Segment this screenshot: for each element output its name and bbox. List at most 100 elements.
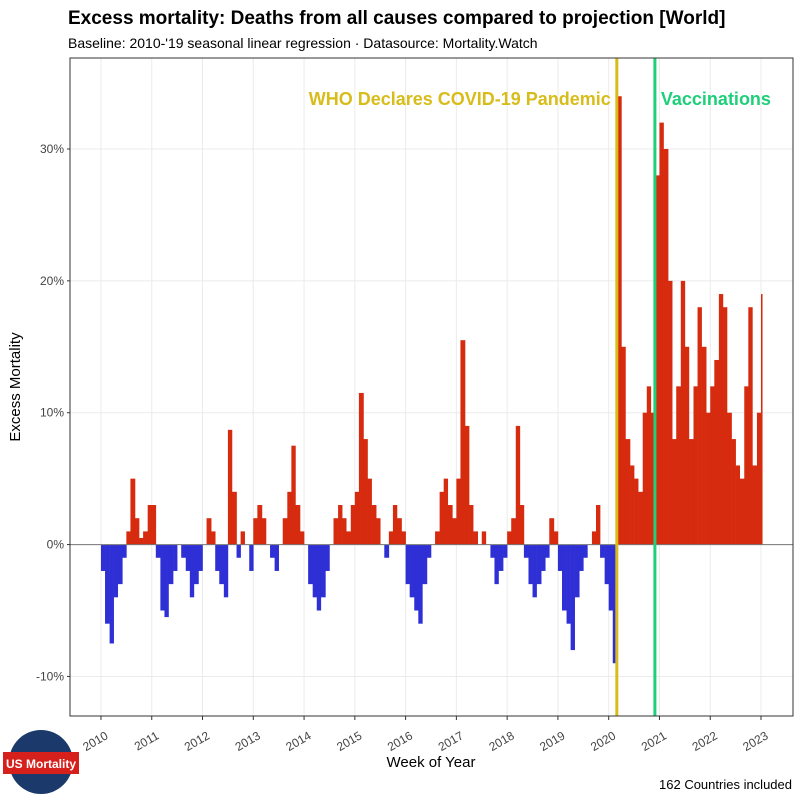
area-segment <box>638 491 644 545</box>
area-segment <box>367 478 372 545</box>
area-segment <box>761 294 763 545</box>
area-segment <box>688 439 694 545</box>
area-segment <box>731 439 736 545</box>
area-segment <box>655 175 660 545</box>
area-segment <box>185 544 191 571</box>
area-segment <box>189 544 195 598</box>
area-segment <box>231 491 237 545</box>
area-segment <box>659 122 664 545</box>
x-tick-label: 2017 <box>436 728 466 754</box>
area-segment <box>718 294 724 545</box>
area-segment <box>523 544 529 558</box>
area-segment <box>710 386 715 545</box>
area-segment <box>722 307 728 545</box>
area-segment <box>663 148 669 545</box>
area-segment <box>350 505 356 545</box>
area-segment <box>735 465 740 545</box>
area-segment <box>697 307 702 545</box>
area-segment <box>211 531 216 545</box>
area-segment <box>561 544 567 611</box>
area-segment <box>274 544 279 571</box>
area-segment <box>354 491 360 545</box>
area-segment <box>579 544 584 571</box>
area-segment <box>384 544 390 558</box>
x-tick-label: 2015 <box>334 728 364 754</box>
area-segment <box>549 518 555 545</box>
area-segment <box>452 518 457 545</box>
annotation-label: Vaccinations <box>661 89 771 109</box>
area-segment <box>668 280 673 545</box>
area-segment <box>726 412 732 545</box>
area-segment <box>151 505 157 545</box>
area-segment <box>342 518 347 545</box>
area-segment <box>443 478 449 545</box>
area-segment <box>282 518 288 545</box>
area-segment <box>422 544 428 585</box>
y-tick-label: 30% <box>40 142 64 156</box>
area-segment <box>325 544 330 571</box>
area-segment <box>701 346 707 545</box>
area-segment <box>490 544 495 558</box>
area-segment <box>426 544 432 558</box>
area-segment <box>676 386 682 545</box>
area-segment <box>338 505 343 545</box>
area-segment <box>511 518 517 545</box>
x-tick-label: 2023 <box>740 728 770 754</box>
y-tick-label: 0% <box>47 538 65 552</box>
area-segment <box>541 544 546 571</box>
footnote: 162 Countries included <box>659 777 792 792</box>
area-segment <box>684 346 690 545</box>
area-segment <box>291 445 296 545</box>
chart-subtitle: Baseline: 2010-'19 seasonal linear regre… <box>68 35 538 51</box>
area-segment <box>494 544 499 585</box>
x-tick-label: 2013 <box>233 728 263 754</box>
area-segment <box>105 544 110 624</box>
area-segment <box>388 531 394 545</box>
area-segment <box>401 531 406 545</box>
area-segment <box>604 544 609 585</box>
area-segment <box>122 544 127 558</box>
area-segment <box>621 346 626 545</box>
area-segment <box>545 544 550 558</box>
area-segment <box>507 531 512 545</box>
area-segment <box>143 531 148 545</box>
area-segment <box>392 505 398 545</box>
area-segment <box>435 531 440 545</box>
area-segment <box>193 544 199 585</box>
x-tick-label: 2019 <box>537 728 567 754</box>
area-segment <box>460 340 466 545</box>
area-segment <box>756 412 762 545</box>
area-segment <box>139 537 144 545</box>
area-segment <box>227 429 233 545</box>
area-segment <box>206 518 212 545</box>
area-segment <box>557 544 563 571</box>
area-segment <box>642 412 648 545</box>
area-segment <box>503 544 508 558</box>
chart-title: Excess mortality: Deaths from all causes… <box>68 8 725 29</box>
area-segment <box>198 544 203 571</box>
area-segment <box>566 544 571 624</box>
logo-text: US Mortality <box>6 757 76 771</box>
area-segment <box>320 544 326 598</box>
area-segment <box>634 478 639 545</box>
area-segment <box>113 544 119 598</box>
area-segment <box>439 491 444 545</box>
area-segment <box>553 531 559 545</box>
area-segment <box>498 544 504 571</box>
area-segment <box>249 544 254 571</box>
area-segment <box>363 439 368 545</box>
area-segment <box>473 531 479 545</box>
x-axis-label: Week of Year <box>387 754 476 771</box>
area-segment <box>130 478 136 545</box>
area-segment <box>650 412 656 545</box>
area-segment <box>126 531 131 545</box>
y-tick-label: 20% <box>40 274 64 288</box>
area-segment <box>261 518 267 545</box>
x-tick-label: 2011 <box>132 728 162 753</box>
area-segment <box>164 544 169 618</box>
area-segment <box>532 544 537 598</box>
x-tick-label: 2012 <box>182 728 212 754</box>
area-segment <box>173 544 178 571</box>
area-segment <box>481 531 487 545</box>
area-segment <box>617 96 622 545</box>
